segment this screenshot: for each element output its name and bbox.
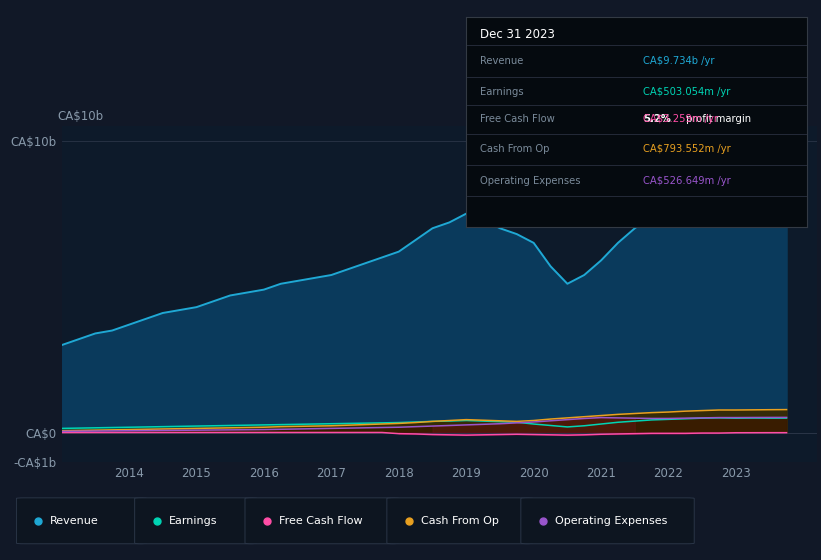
Text: Earnings: Earnings [480, 87, 524, 97]
FancyBboxPatch shape [387, 498, 533, 544]
Text: CA$526.649m /yr: CA$526.649m /yr [644, 176, 732, 185]
Text: CA$503.054m /yr: CA$503.054m /yr [644, 87, 731, 97]
Text: CA$793.552m /yr: CA$793.552m /yr [644, 144, 732, 154]
FancyBboxPatch shape [245, 498, 399, 544]
Text: CA$9.734b /yr: CA$9.734b /yr [644, 56, 715, 66]
Text: Free Cash Flow: Free Cash Flow [279, 516, 363, 526]
Text: Revenue: Revenue [50, 516, 99, 526]
Text: 5.2%: 5.2% [644, 114, 672, 124]
Text: Earnings: Earnings [168, 516, 217, 526]
Text: Operating Expenses: Operating Expenses [480, 176, 580, 185]
Text: profit margin: profit margin [683, 114, 751, 124]
Text: Free Cash Flow: Free Cash Flow [480, 114, 555, 124]
Text: CA$10b: CA$10b [57, 110, 103, 123]
Text: Revenue: Revenue [480, 56, 523, 66]
Text: CA$3.259m /yr: CA$3.259m /yr [644, 114, 718, 124]
FancyBboxPatch shape [521, 498, 695, 544]
Text: Cash From Op: Cash From Op [420, 516, 498, 526]
FancyBboxPatch shape [16, 498, 146, 544]
Text: Dec 31 2023: Dec 31 2023 [480, 28, 555, 41]
Text: Cash From Op: Cash From Op [480, 144, 549, 154]
FancyBboxPatch shape [135, 498, 257, 544]
Text: Operating Expenses: Operating Expenses [555, 516, 667, 526]
